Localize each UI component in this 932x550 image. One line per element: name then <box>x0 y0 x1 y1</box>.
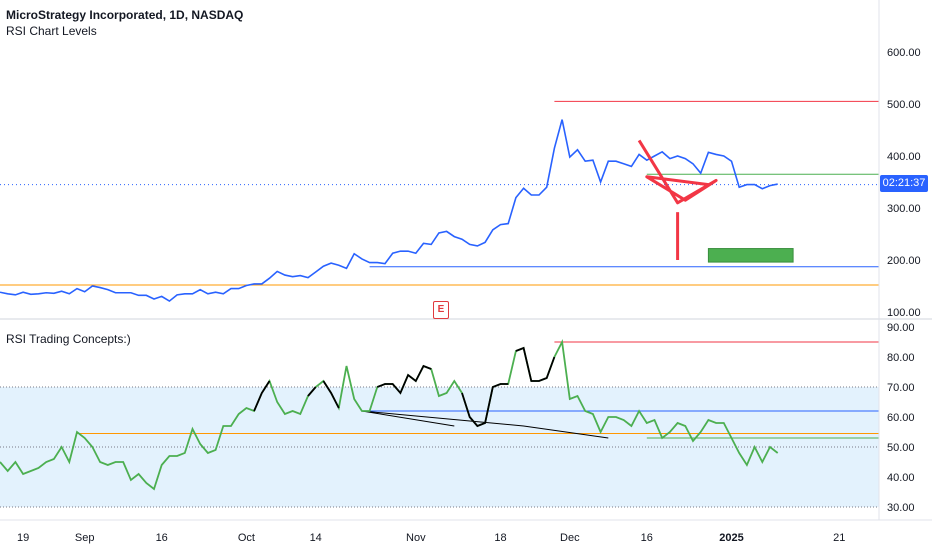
price-tick-label-4: 200.00 <box>887 255 921 267</box>
time-tick-label-1: Sep <box>75 532 95 544</box>
countdown-tag: 02:21:37 <box>880 175 928 192</box>
time-tick-label-3: Oct <box>238 532 255 544</box>
rsi-tick-label-6: 30.00 <box>887 502 915 514</box>
rsi-pane <box>0 339 879 508</box>
time-tick-label-8: 16 <box>641 532 653 544</box>
time-tick-label-2: 16 <box>156 532 168 544</box>
earnings-icon[interactable]: E <box>433 301 449 319</box>
time-tick-label-0: 19 <box>17 532 29 544</box>
price-tick-label-1: 500.00 <box>887 99 921 111</box>
rsi-tick-label-3: 60.00 <box>887 412 915 424</box>
time-tick-label-5: Nov <box>406 532 426 544</box>
rsi-overbought-segment-2 <box>322 380 340 409</box>
rsi-overbought-segment-3 <box>376 364 432 395</box>
rsi-tick-label-0: 90.00 <box>887 322 915 334</box>
rsi-tick-label-1: 80.00 <box>887 352 915 364</box>
price-series-line <box>0 119 778 303</box>
rsi-pane-title: RSI Trading Concepts:) <box>6 332 131 346</box>
price-tick-label-2: 400.00 <box>887 151 921 163</box>
rsi-divergence-line-0 <box>361 410 609 439</box>
chart-title: MicroStrategy Incorporated, 1D, NASDAQ <box>6 8 244 22</box>
time-tick-label-4: 14 <box>310 532 322 544</box>
price-tick-label-0: 600.00 <box>887 47 921 59</box>
rsi-tick-label-4: 50.00 <box>887 442 915 454</box>
price-tick-label-5: 100.00 <box>887 307 921 319</box>
rsi-divergence-line-1 <box>361 410 455 427</box>
rsi-tick-label-5: 40.00 <box>887 472 915 484</box>
rsi-overbought-segment-1 <box>307 386 317 397</box>
pattern-wedge <box>637 139 718 205</box>
indicator-label: RSI Chart Levels <box>6 24 97 38</box>
target-zone <box>707 248 794 263</box>
rsi-overbought-segment-0 <box>253 380 271 412</box>
price-pane <box>0 100 879 303</box>
rsi-overbought-segment-4 <box>461 383 509 428</box>
rsi-tick-label-2: 70.00 <box>887 382 915 394</box>
time-tick-label-7: Dec <box>560 532 580 544</box>
time-tick-label-6: 18 <box>494 532 506 544</box>
time-tick-label-9: 2025 <box>719 532 743 544</box>
time-tick-label-10: 21 <box>833 532 845 544</box>
price-tick-label-3: 300.00 <box>887 203 921 215</box>
rsi-overbought-segment-5 <box>515 346 556 382</box>
